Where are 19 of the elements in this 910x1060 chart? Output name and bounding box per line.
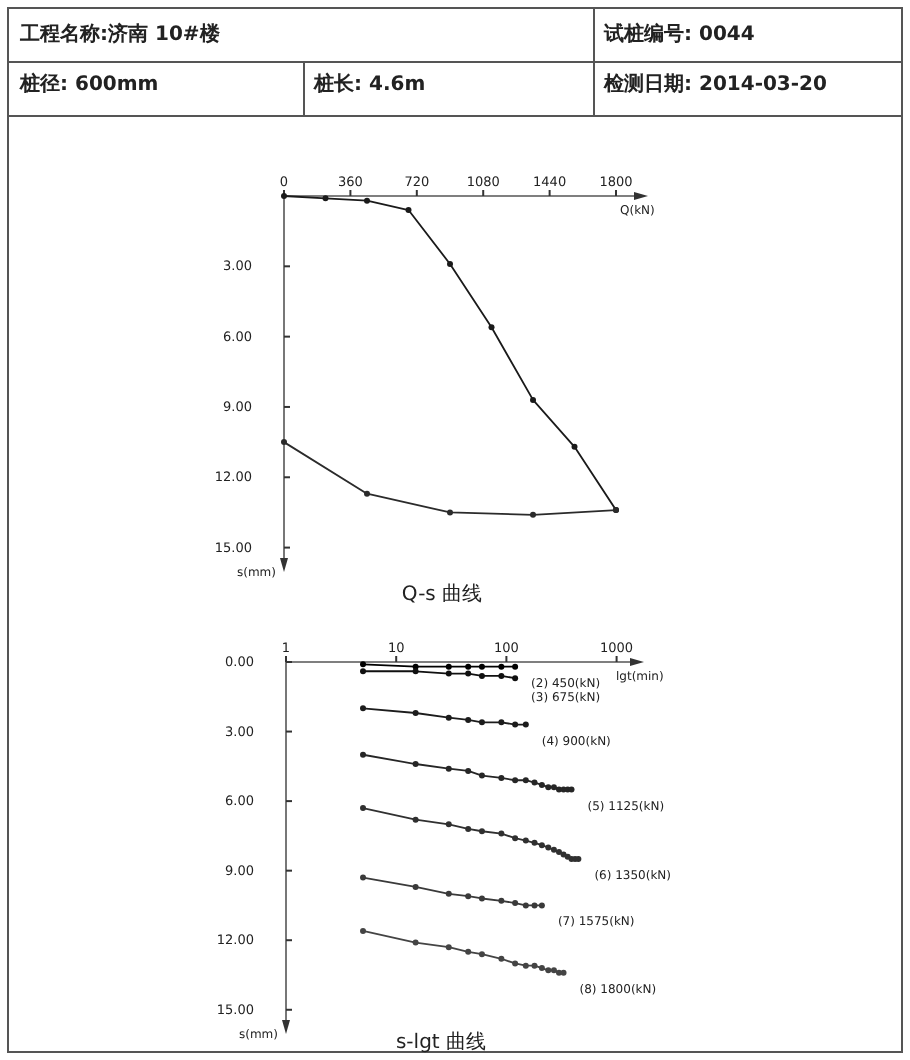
point <box>322 195 329 202</box>
point <box>488 324 495 331</box>
text: 工程名称:济南 10#楼 <box>18 22 222 46</box>
point <box>364 197 371 204</box>
text: 检测日期: 2014-03-20 <box>602 72 827 96</box>
point <box>571 443 578 450</box>
line-series <box>281 193 620 514</box>
point <box>530 396 537 403</box>
text: 桩径: 600mm <box>18 72 159 96</box>
text: Q-s 曲线 <box>401 582 483 606</box>
point <box>364 490 371 497</box>
text: s-lgt 曲线 <box>395 1030 487 1054</box>
point <box>281 439 287 446</box>
point <box>530 511 537 518</box>
text: 试桩编号: 0044 <box>602 22 755 46</box>
point <box>447 509 454 516</box>
point <box>405 207 412 214</box>
point <box>447 260 454 267</box>
text: 桩长: 4.6m <box>312 72 426 96</box>
